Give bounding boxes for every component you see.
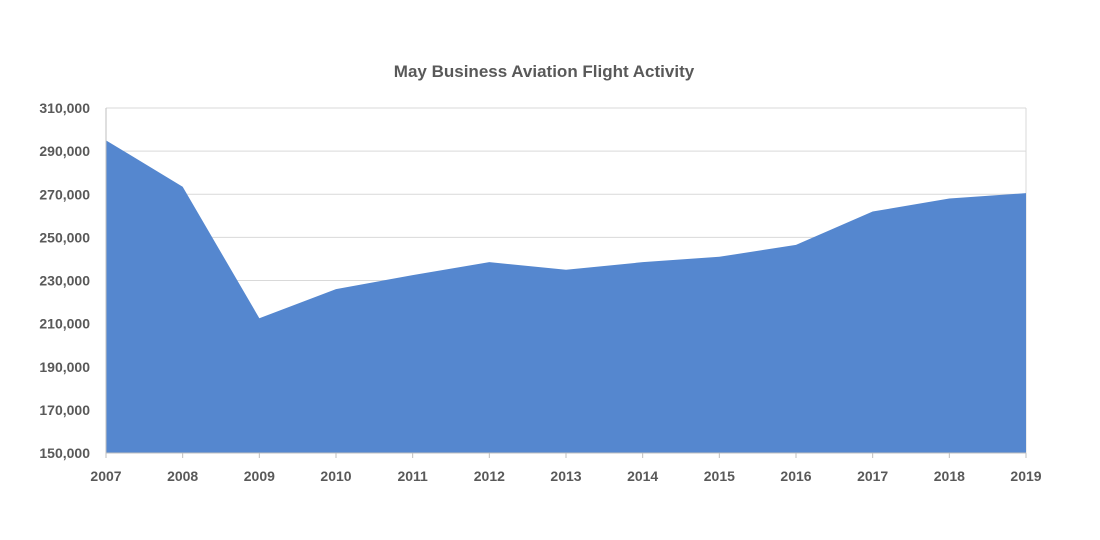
y-tick-label: 290,000 xyxy=(39,143,90,159)
x-tick-label: 2016 xyxy=(780,468,811,484)
x-tick-label: 2014 xyxy=(627,468,658,484)
axes xyxy=(105,108,1027,458)
x-tick-label: 2013 xyxy=(550,468,581,484)
y-tick-label: 270,000 xyxy=(39,186,90,202)
x-tick-label: 2015 xyxy=(704,468,735,484)
y-tick-label: 190,000 xyxy=(39,359,90,375)
x-tick-label: 2019 xyxy=(1010,468,1041,484)
plot-area xyxy=(106,140,1026,453)
x-tick-label: 2010 xyxy=(320,468,351,484)
x-tick-label: 2009 xyxy=(244,468,275,484)
y-tick-label: 230,000 xyxy=(39,273,90,289)
x-tick-label: 2008 xyxy=(167,468,198,484)
x-tick-label: 2017 xyxy=(857,468,888,484)
y-tick-label: 170,000 xyxy=(39,402,90,418)
y-tick-label: 150,000 xyxy=(39,445,90,461)
area-series xyxy=(106,140,1026,453)
x-tick-label: 2007 xyxy=(90,468,121,484)
chart-title: May Business Aviation Flight Activity xyxy=(394,62,695,81)
x-axis-ticks: 2007 2008 2009 2010 2011 2012 2013 2014 2015 2016… xyxy=(90,468,1041,484)
y-tick-label: 310,000 xyxy=(39,100,90,116)
y-tick-label: 250,000 xyxy=(39,229,90,245)
x-tick-label: 2011 xyxy=(397,468,428,484)
y-tick-label: 210,000 xyxy=(39,316,90,332)
y-axis-ticks: 150,000 170,000 190,000 210,000 230,000 250,0… xyxy=(39,100,90,461)
x-tick-label: 2012 xyxy=(474,468,505,484)
x-tick-label: 2018 xyxy=(934,468,965,484)
